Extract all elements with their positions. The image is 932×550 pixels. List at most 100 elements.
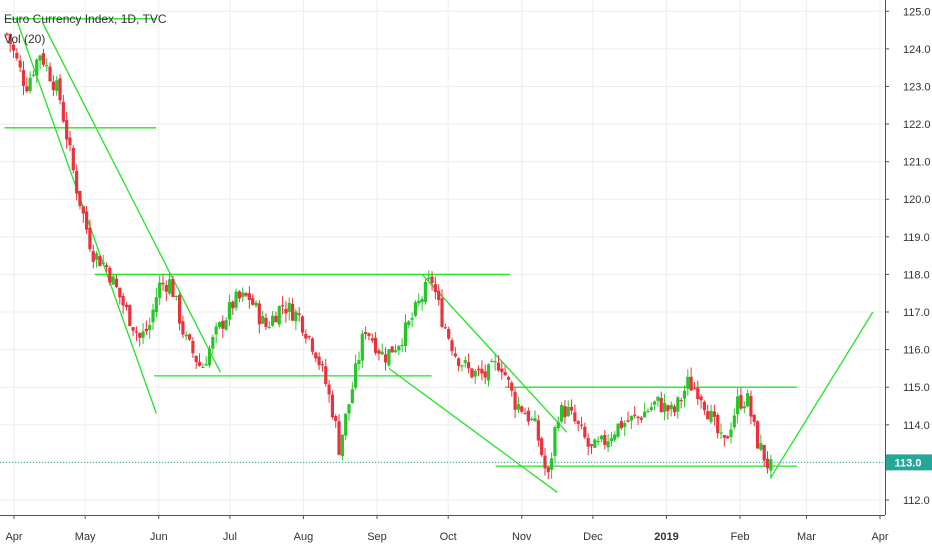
candle — [526, 407, 530, 426]
candle-body — [393, 350, 398, 353]
candle-body — [520, 406, 524, 412]
y-tick-label: 112.0 — [903, 495, 930, 507]
candle-body — [380, 351, 384, 355]
candle-body — [486, 364, 491, 381]
candle-body — [513, 391, 517, 410]
candle — [513, 387, 517, 419]
candle-body — [111, 276, 115, 285]
candle — [383, 347, 388, 371]
candle-body — [148, 325, 152, 331]
candle — [55, 76, 59, 96]
candle-body — [290, 303, 295, 321]
candle-body — [204, 364, 208, 366]
candle-body — [51, 81, 55, 91]
candle-body — [85, 211, 89, 230]
candle-body — [108, 267, 112, 283]
candle — [586, 433, 590, 456]
candle — [48, 62, 52, 83]
candle-body — [68, 137, 72, 146]
candle-body — [506, 377, 511, 380]
candle — [221, 315, 225, 338]
candle — [696, 380, 700, 406]
candle — [736, 387, 740, 424]
candle-body — [314, 352, 318, 359]
candle-body — [450, 340, 454, 352]
candle — [653, 400, 657, 411]
candle — [227, 294, 232, 327]
candle-body — [88, 227, 92, 250]
x-tick-label: Jul — [223, 531, 237, 543]
candle — [224, 317, 228, 332]
candle — [128, 304, 132, 327]
candle — [141, 322, 145, 345]
candle — [104, 262, 109, 272]
candle-body — [662, 402, 667, 412]
candle — [702, 400, 707, 416]
candle-body — [327, 384, 331, 395]
candle — [742, 401, 746, 414]
candle-body — [579, 424, 584, 426]
candle-body — [114, 278, 119, 288]
candle-body — [410, 317, 414, 320]
candle-body — [18, 60, 22, 68]
candle — [354, 354, 358, 390]
candle-body — [224, 320, 228, 330]
candle-body — [178, 294, 182, 324]
candle-body — [284, 308, 288, 314]
candle-body — [765, 458, 770, 469]
candle — [476, 365, 481, 377]
candle — [121, 292, 125, 315]
candle-body — [423, 281, 428, 302]
candle — [178, 292, 182, 331]
candle-body — [277, 306, 281, 325]
candle — [350, 382, 354, 404]
candle — [380, 343, 384, 356]
candle — [453, 346, 457, 359]
candle-body — [201, 366, 205, 368]
candle-body — [473, 370, 477, 377]
candle — [540, 436, 544, 457]
candle — [8, 33, 12, 53]
candle-body — [636, 416, 640, 418]
candle — [154, 288, 158, 318]
candle-body — [656, 396, 660, 401]
candle — [460, 364, 464, 372]
candle-body — [141, 331, 145, 338]
candle-body — [340, 434, 344, 457]
candle-body — [736, 396, 740, 415]
x-tick-label: Mar — [797, 531, 816, 543]
candle-body — [726, 436, 730, 439]
candle — [722, 434, 726, 447]
candle-body — [211, 336, 215, 349]
candle-body — [78, 190, 82, 206]
candle — [583, 422, 587, 440]
candle — [317, 352, 321, 371]
candle-body — [682, 390, 687, 399]
y-tick-label: 120.0 — [903, 194, 931, 206]
candle-body — [161, 282, 165, 285]
candle — [403, 314, 408, 353]
candle — [493, 354, 497, 371]
candle — [676, 396, 680, 419]
candle-body — [217, 322, 222, 327]
candle — [423, 278, 428, 305]
candle-body — [397, 345, 401, 351]
candle — [25, 77, 29, 94]
candle — [241, 287, 245, 302]
trendlines — [4, 18, 874, 493]
candle-body — [344, 413, 348, 436]
candle — [231, 300, 235, 315]
candle — [307, 335, 311, 340]
candle-body — [354, 363, 358, 388]
candle — [486, 363, 491, 387]
candle-body — [643, 411, 647, 418]
candle-body — [61, 101, 65, 122]
candle-body — [104, 265, 109, 268]
candle — [692, 381, 697, 390]
candle — [769, 454, 773, 479]
candle-body — [659, 398, 663, 412]
candle-body — [370, 338, 374, 341]
candle-body — [347, 404, 351, 414]
candle-body — [373, 337, 378, 353]
candle-body — [71, 147, 75, 171]
